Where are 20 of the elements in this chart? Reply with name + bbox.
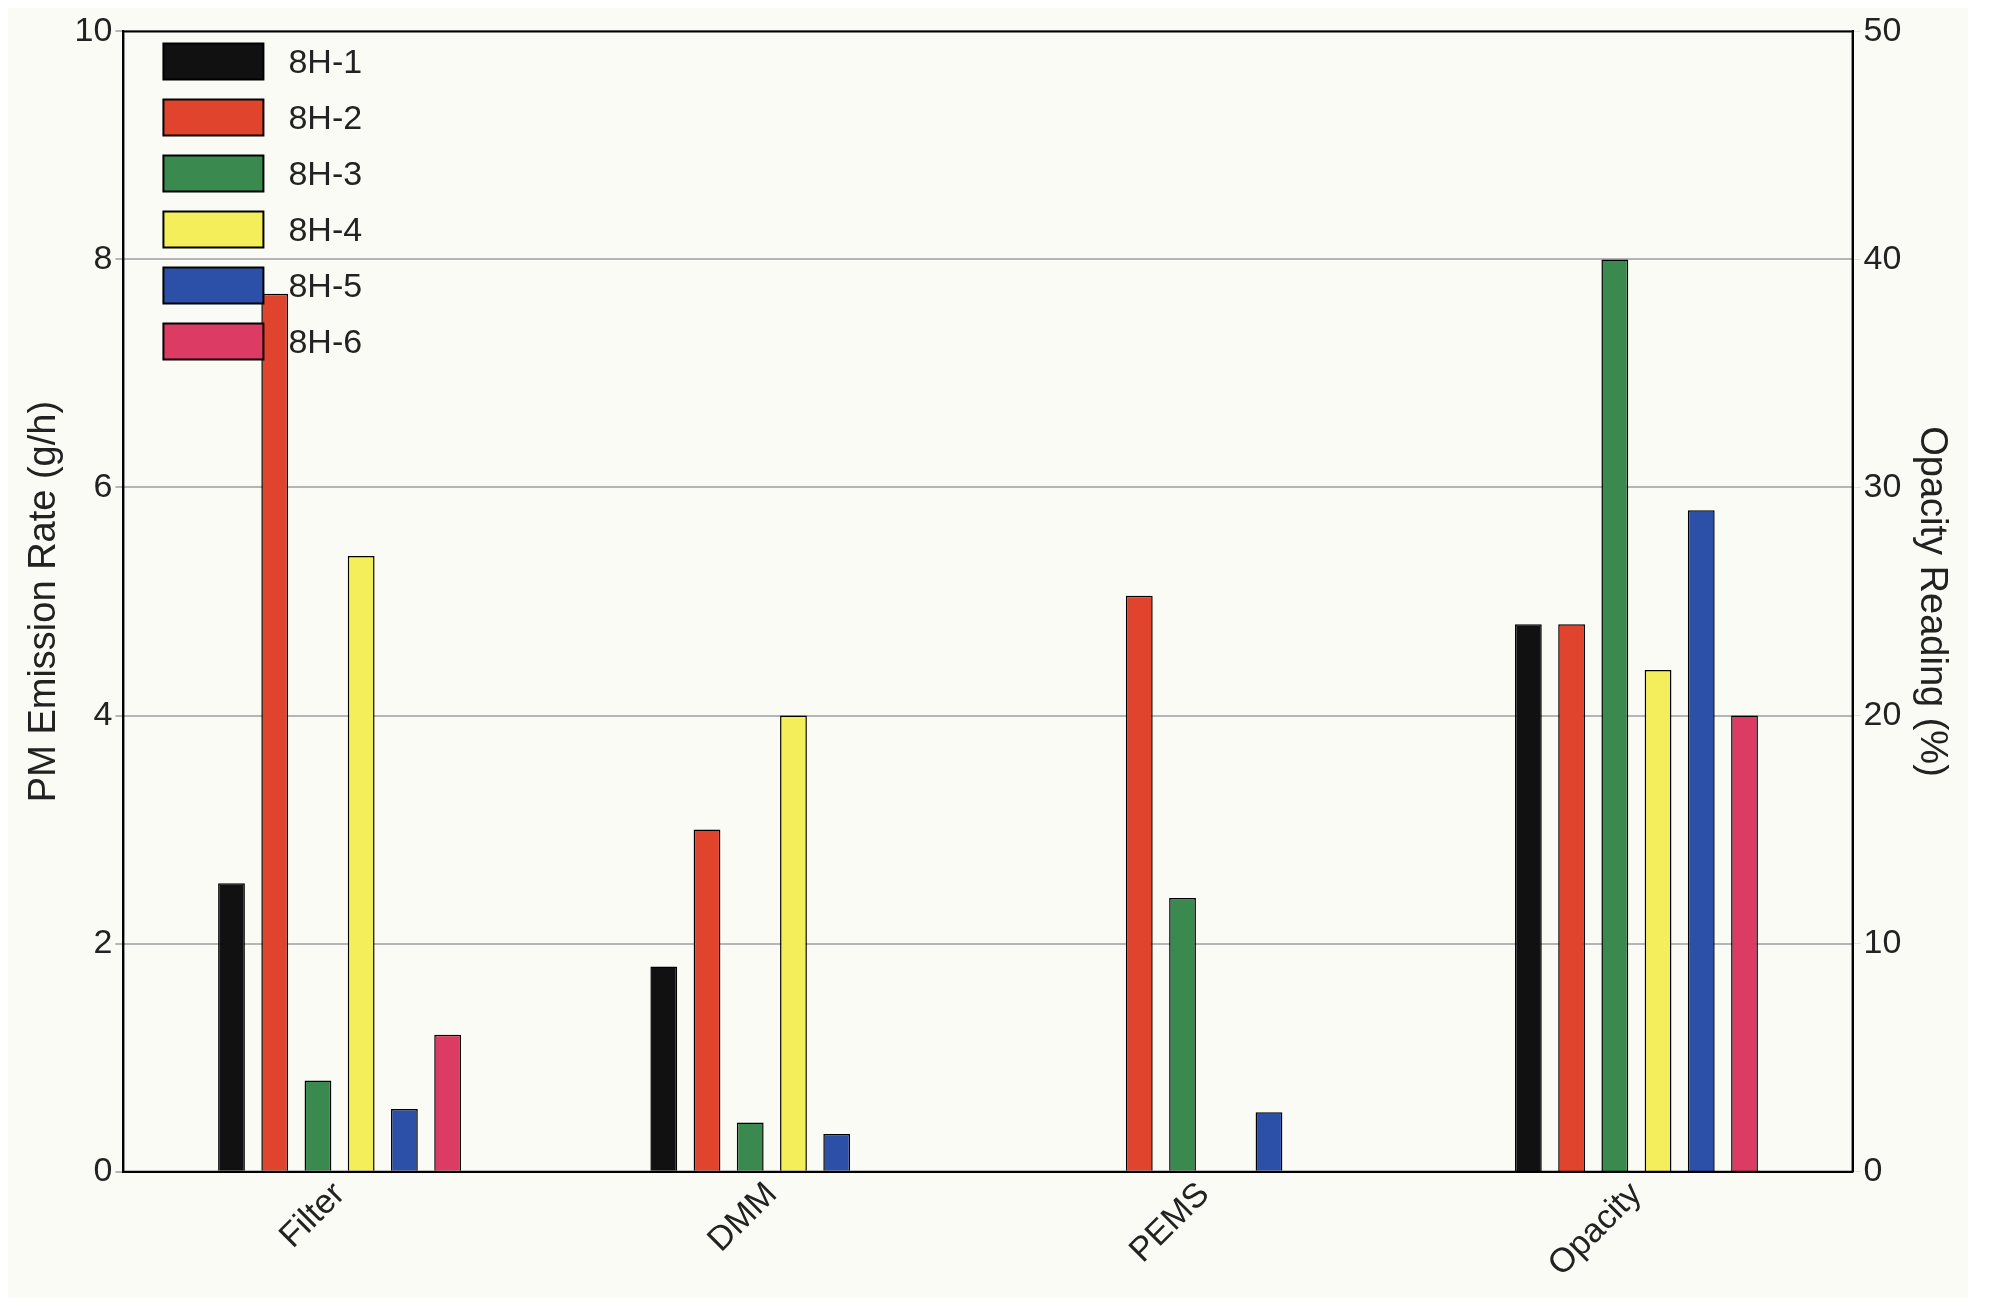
y-tick-label: 10	[74, 9, 113, 48]
y2-tick-label: 10	[1863, 921, 1902, 960]
y-tick-label: 8	[93, 237, 113, 276]
legend-label: 8H-6	[288, 321, 363, 360]
legend-label: 8H-3	[288, 153, 363, 192]
legend-label: 8H-1	[288, 41, 363, 80]
y-axis-title: PM Emission Rate (g/h)	[21, 400, 64, 803]
y-tick-label: 4	[93, 693, 113, 732]
y2-axis-title: Opacity Reading (%)	[1912, 426, 1955, 777]
y-tick-label: 6	[93, 465, 113, 504]
y-tick-label: 0	[93, 1150, 113, 1189]
legend-label: 8H-5	[288, 265, 363, 304]
y2-tick-label: 40	[1863, 237, 1902, 276]
y2-tick-label: 0	[1863, 1150, 1883, 1189]
y2-tick-label: 20	[1863, 693, 1902, 732]
legend-label: 8H-4	[288, 209, 363, 248]
y-tick-label: 2	[93, 921, 113, 960]
y2-tick-label: 30	[1863, 465, 1902, 504]
legend-label: 8H-2	[288, 97, 363, 136]
y2-tick-label: 50	[1863, 9, 1902, 48]
